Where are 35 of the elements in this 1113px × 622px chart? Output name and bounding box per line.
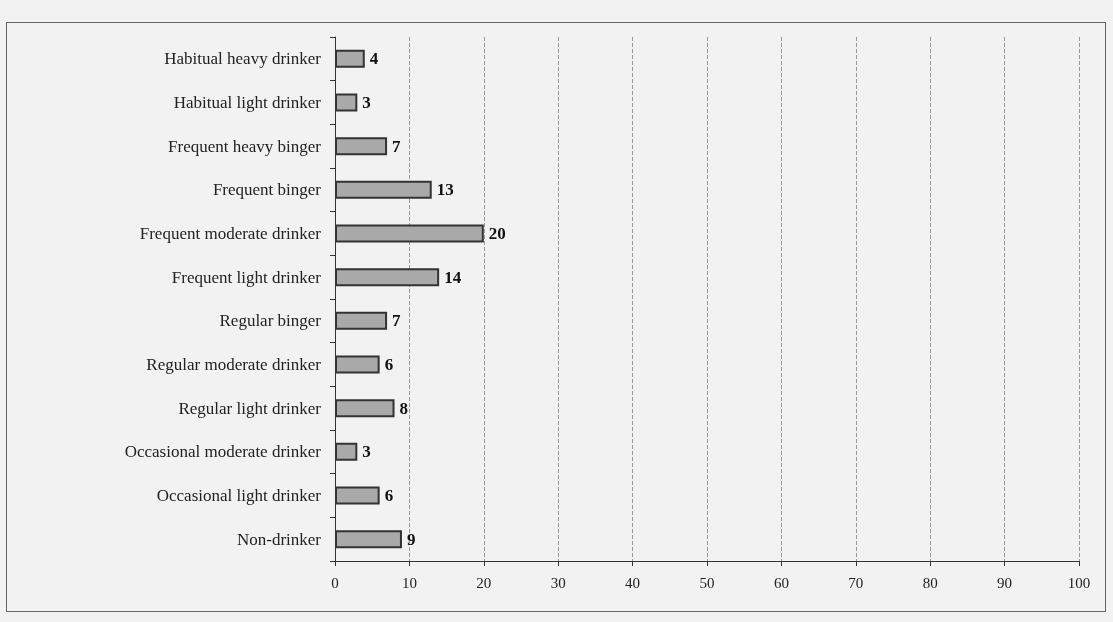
x-tick-label: 20 xyxy=(476,574,492,591)
y-tick-label: Frequent heavy binger xyxy=(168,136,322,156)
y-tick-label: Regular moderate drinker xyxy=(146,355,322,374)
y-tick-label: Frequent binger xyxy=(212,180,322,200)
y-tick-label: Occasional moderate drinker xyxy=(124,442,322,462)
data-label: 20 xyxy=(488,224,506,243)
data-label: 7 xyxy=(392,136,402,156)
x-tick-label: 80 xyxy=(922,574,938,591)
data-label: 6 xyxy=(384,355,394,374)
y-tick-label: Habitual light drinker xyxy=(173,93,322,112)
data-label: 9 xyxy=(406,529,416,549)
x-tick-label: 10 xyxy=(401,574,417,591)
data-label: 4 xyxy=(369,49,379,69)
data-label: 3 xyxy=(362,93,371,112)
x-tick-label: 70 xyxy=(848,574,864,591)
x-tick-label: 40 xyxy=(625,574,641,591)
y-tick-label: Non-drinker xyxy=(236,529,322,549)
y-tick-label: Occasional light drinker xyxy=(156,486,322,505)
data-label: 8 xyxy=(399,398,409,418)
data-label: 13 xyxy=(436,180,454,200)
x-tick-label: 50 xyxy=(699,574,715,591)
y-tick-label: Regular binger xyxy=(219,311,322,331)
y-tick-label: Regular light drinker xyxy=(178,398,322,418)
x-tick-label: 100 xyxy=(1067,574,1091,591)
y-tick-label: Frequent moderate drinker xyxy=(139,224,322,243)
y-tick-label: Habitual heavy drinker xyxy=(164,49,322,69)
data-label: 14 xyxy=(444,267,462,287)
data-label: 6 xyxy=(384,486,394,505)
data-label: 3 xyxy=(362,442,371,462)
x-tick-label: 60 xyxy=(773,574,789,591)
x-tick-label: 0 xyxy=(331,574,339,591)
y-tick-label: Frequent light drinker xyxy=(171,267,322,287)
data-label: 7 xyxy=(392,311,402,331)
x-tick-label: 30 xyxy=(550,574,566,591)
x-tick-label: 90 xyxy=(997,574,1013,591)
